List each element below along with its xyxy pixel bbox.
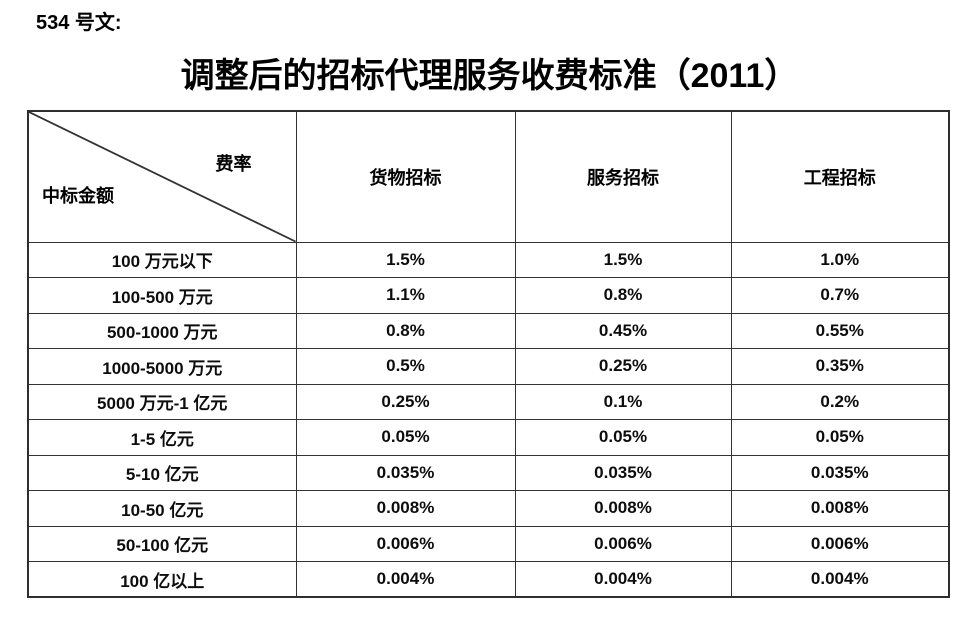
rate-cell: 0.004% <box>730 561 950 598</box>
amount-cell: 100-500 万元 <box>27 277 297 314</box>
corner-label-amount: 中标金额 <box>42 185 114 206</box>
rate-cell: 0.035% <box>295 454 516 491</box>
rate-cell: 0.8% <box>295 312 516 349</box>
rate-cell: 0.45% <box>514 312 732 349</box>
table-row: 100 亿以上 0.004% 0.004% 0.004% <box>27 561 950 598</box>
amount-cell: 1-5 亿元 <box>27 419 297 456</box>
rate-cell: 0.55% <box>730 312 950 349</box>
amount-cell: 500-1000 万元 <box>27 312 297 349</box>
table-row: 1000-5000 万元 0.5% 0.25% 0.35% <box>27 348 950 385</box>
corner-label-rate: 费率 <box>215 154 252 174</box>
corner-cell: 费率 中标金额 <box>27 110 297 243</box>
column-header-engineering-bidding: 工程招标 <box>730 110 950 243</box>
table-row: 500-1000 万元 0.8% 0.45% 0.55% <box>27 312 950 349</box>
header-row: 费率 中标金额 货物招标 服务招标 工程招标 <box>27 110 950 243</box>
amount-cell: 100 万元以下 <box>27 241 297 278</box>
amount-cell: 5-10 亿元 <box>27 454 297 491</box>
rate-cell: 0.006% <box>514 525 732 562</box>
table-row: 10-50 亿元 0.008% 0.008% 0.008% <box>27 490 950 527</box>
table-row: 100-500 万元 1.1% 0.8% 0.7% <box>27 277 950 314</box>
rate-cell: 0.05% <box>295 419 516 456</box>
table-row: 100 万元以下 1.5% 1.5% 1.0% <box>27 241 950 278</box>
rate-cell: 0.008% <box>514 490 732 527</box>
doc-number-label: 534 号文: <box>36 12 122 34</box>
amount-cell: 100 亿以上 <box>27 561 297 598</box>
table-row: 5-10 亿元 0.035% 0.035% 0.035% <box>27 454 950 491</box>
rate-cell: 0.008% <box>295 490 516 527</box>
column-header-goods-bidding: 货物招标 <box>295 110 516 243</box>
rate-cell: 0.35% <box>730 348 950 385</box>
rate-cell: 0.035% <box>514 454 732 491</box>
rate-cell: 1.5% <box>295 241 516 278</box>
table-row: 5000 万元-1 亿元 0.25% 0.1% 0.2% <box>27 383 950 420</box>
rate-cell: 0.5% <box>295 348 516 385</box>
rate-cell: 0.035% <box>730 454 950 491</box>
diagonal-divider-line <box>29 112 296 242</box>
rate-cell: 0.006% <box>730 525 950 562</box>
rate-cell: 0.008% <box>730 490 950 527</box>
column-header-service-bidding: 服务招标 <box>514 110 732 243</box>
rate-cell: 0.004% <box>295 561 516 598</box>
rate-cell: 0.006% <box>295 525 516 562</box>
amount-cell: 1000-5000 万元 <box>27 348 297 385</box>
page-title: 调整后的招标代理服务收费标准（2011） <box>180 57 799 95</box>
amount-cell: 5000 万元-1 亿元 <box>27 383 297 420</box>
rate-cell: 0.7% <box>730 277 950 314</box>
rate-cell: 0.25% <box>514 348 732 385</box>
table-row: 1-5 亿元 0.05% 0.05% 0.05% <box>27 419 950 456</box>
rate-cell: 0.2% <box>730 383 950 420</box>
rate-cell: 1.5% <box>514 241 732 278</box>
rate-cell: 0.004% <box>514 561 732 598</box>
fee-rate-table: 费率 中标金额 货物招标 服务招标 工程招标 100 万元以下 1.5% 1.5… <box>27 110 950 598</box>
amount-cell: 10-50 亿元 <box>27 490 297 527</box>
rate-cell: 0.05% <box>514 419 732 456</box>
rate-cell: 0.8% <box>514 277 732 314</box>
rate-cell: 0.1% <box>514 383 732 420</box>
rate-cell: 1.0% <box>730 241 950 278</box>
rate-cell: 0.05% <box>730 419 950 456</box>
amount-cell: 50-100 亿元 <box>27 525 297 562</box>
rate-cell: 0.25% <box>295 383 516 420</box>
table-row: 50-100 亿元 0.006% 0.006% 0.006% <box>27 525 950 562</box>
rate-cell: 1.1% <box>295 277 516 314</box>
